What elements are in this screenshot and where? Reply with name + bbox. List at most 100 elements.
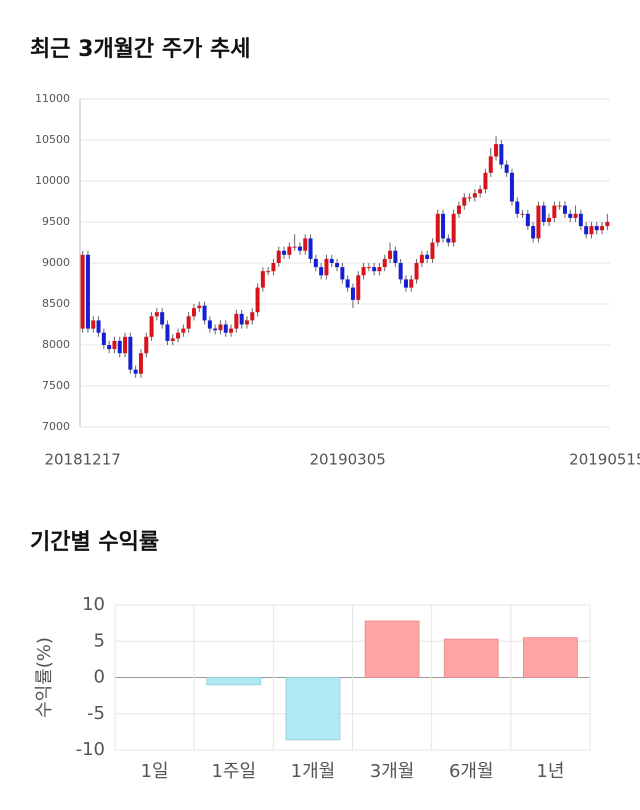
bar [523, 637, 578, 678]
candle-body [91, 320, 96, 329]
candle-body [123, 336, 128, 354]
y-tick-label: -10 [76, 739, 105, 760]
candle-body [234, 313, 239, 329]
y-tick-label: 9500 [42, 215, 70, 228]
candle-body [467, 197, 472, 199]
candle-body [329, 258, 334, 263]
bar [364, 620, 420, 678]
candle-body [425, 254, 430, 259]
x-tick-label: 1년 [536, 761, 564, 782]
candle-body [531, 226, 536, 239]
candle-body [525, 213, 530, 227]
candle-body [181, 328, 186, 333]
candle-body [451, 213, 456, 243]
candle-body [520, 213, 525, 215]
candle-body [435, 213, 440, 243]
candle-body [282, 250, 287, 255]
candle-body [568, 213, 573, 218]
candle-body [313, 258, 318, 268]
y-tick-label: 0 [94, 667, 105, 688]
candle-body [176, 332, 181, 339]
candle-body [414, 263, 419, 280]
candle-body [154, 312, 159, 317]
candle-body [319, 267, 324, 276]
candle-body [552, 205, 557, 218]
candle-body [223, 324, 228, 333]
candle-body [419, 254, 424, 263]
x-tick-label: 20190515 [569, 451, 640, 469]
y-tick-label: -5 [87, 703, 105, 724]
candle-body [101, 332, 106, 345]
candle-body [202, 305, 207, 321]
y-tick-label: 8000 [42, 338, 70, 351]
bar [443, 638, 499, 678]
candle-body [515, 201, 520, 214]
x-tick-label: 3개월 [370, 761, 415, 782]
candle-body [350, 287, 355, 300]
x-tick-label: 6개월 [449, 761, 494, 782]
candle-body [488, 156, 493, 173]
candle-body [271, 263, 276, 272]
candle-body [472, 193, 477, 198]
candle-body [303, 238, 308, 251]
candle-body [160, 312, 165, 325]
candle-body [409, 279, 414, 288]
candle-body [377, 267, 382, 272]
y-tick-label: 8500 [42, 297, 70, 310]
y-tick-label: 10500 [35, 133, 70, 146]
candle-body [509, 172, 514, 202]
candle-body [186, 316, 191, 329]
candle-body [244, 320, 249, 325]
candle-body [372, 267, 377, 272]
candle-body [207, 320, 212, 329]
x-tick-label: 1주일 [211, 761, 256, 782]
candle-body [398, 263, 403, 280]
candle-body [366, 267, 371, 269]
candle-body [308, 238, 313, 259]
y-axis-label: 수익률(%) [34, 637, 55, 718]
candle-body [260, 271, 265, 288]
candle-body [287, 246, 292, 255]
candle-body [345, 279, 350, 288]
candle-body [149, 316, 154, 337]
chart-title: 최근 3개월간 주가 추세 [30, 37, 250, 62]
candle-body [96, 320, 101, 333]
candle-body [605, 222, 610, 227]
y-tick-label: 7000 [42, 420, 70, 433]
candle-body [197, 305, 202, 309]
candle-body [594, 226, 599, 231]
candle-body [138, 353, 143, 374]
y-tick-label: 9000 [42, 256, 70, 269]
candle-body [117, 340, 122, 354]
x-tick-label: 1일 [141, 761, 169, 782]
candle-body [80, 254, 85, 329]
chart-title: 기간별 수익률 [30, 530, 159, 555]
candle-body [144, 336, 149, 354]
candle-body [213, 328, 218, 331]
candle-body [441, 213, 446, 239]
y-tick-label: 11000 [35, 92, 70, 105]
candle-body [584, 226, 589, 235]
candle-body [393, 250, 398, 263]
candle-body [499, 144, 504, 165]
candle-body [191, 308, 196, 317]
candle-body [547, 217, 552, 222]
candle-body [600, 226, 605, 231]
candle-body [403, 279, 408, 288]
y-tick-label: 10000 [35, 174, 70, 187]
x-tick-label: 1개월 [291, 761, 336, 782]
candle-body [324, 258, 329, 276]
candle-body [478, 189, 483, 194]
candle-body [250, 312, 255, 321]
candle-body [483, 172, 488, 190]
candle-body [430, 242, 435, 259]
candle-body [335, 263, 340, 268]
x-tick-label: 20190305 [309, 451, 385, 469]
y-tick-label: 10 [82, 594, 105, 615]
candle-body [276, 250, 281, 263]
bar [206, 677, 262, 686]
candle-body [456, 205, 461, 214]
candle-body [165, 324, 170, 341]
candle-body [112, 340, 117, 350]
candle-body [292, 246, 297, 248]
